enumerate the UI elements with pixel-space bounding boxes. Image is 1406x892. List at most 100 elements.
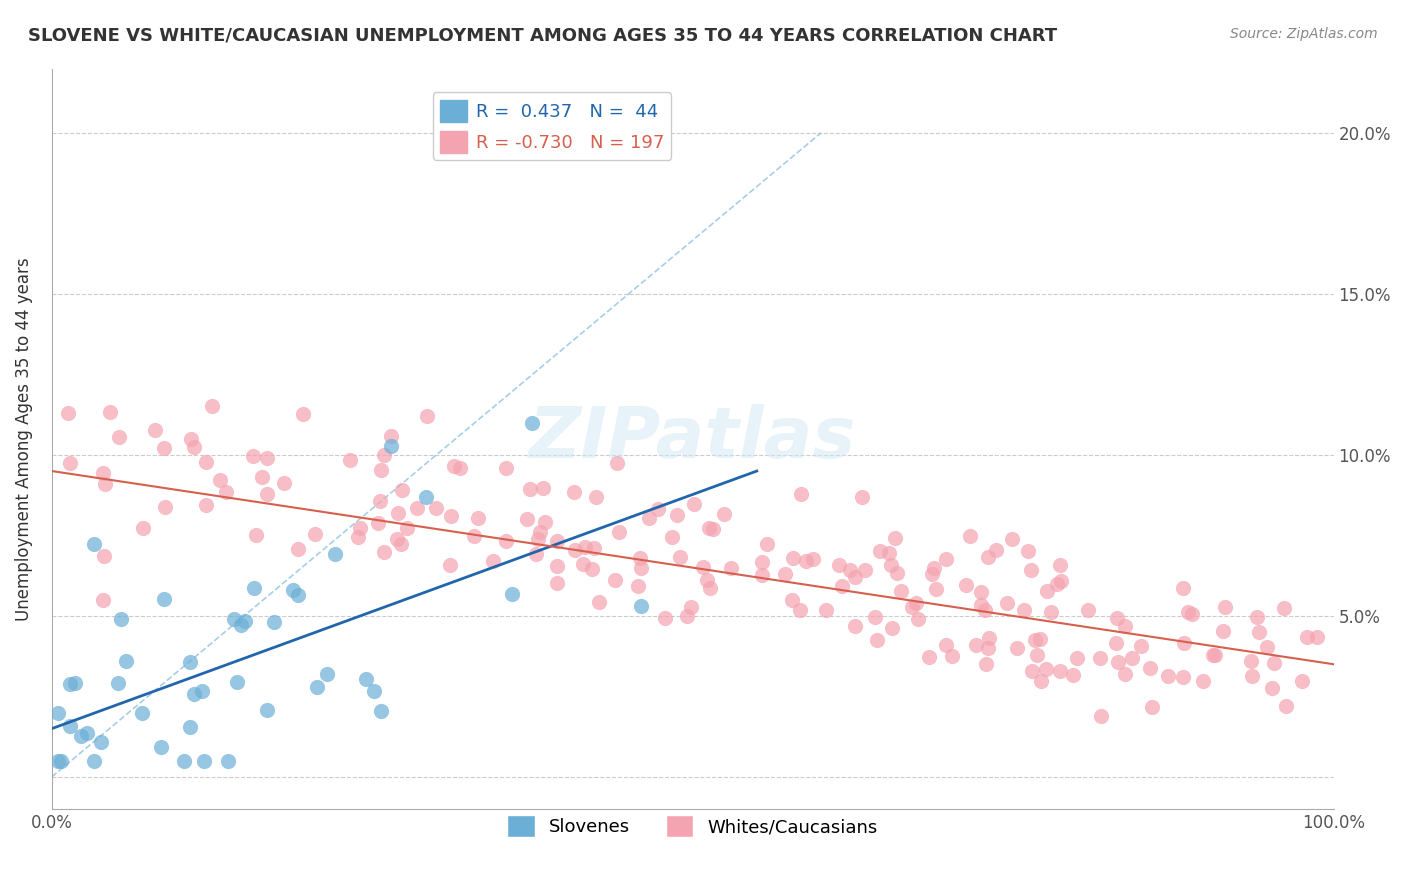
Point — [1001, 533, 1024, 547]
Point — [995, 596, 1018, 610]
Point — [1024, 633, 1046, 648]
Point — [886, 566, 908, 580]
Point — [193, 754, 215, 768]
Point — [955, 578, 977, 592]
Point — [380, 429, 402, 443]
Point — [882, 621, 904, 635]
Point — [315, 667, 337, 681]
Point — [1181, 607, 1204, 621]
Point — [863, 610, 886, 624]
Point — [1029, 632, 1052, 646]
Point — [681, 599, 703, 614]
Point — [256, 450, 278, 465]
Point — [1275, 698, 1298, 713]
Point — [827, 558, 849, 572]
Point — [782, 551, 804, 566]
Point — [256, 487, 278, 501]
Point — [225, 674, 247, 689]
Point — [844, 619, 866, 633]
Point — [200, 399, 222, 413]
Point — [699, 581, 721, 595]
Point — [844, 570, 866, 584]
Point — [572, 557, 595, 571]
Point — [1114, 667, 1136, 681]
Point — [395, 520, 418, 534]
Point — [70, 729, 93, 743]
Point — [153, 441, 176, 455]
Point — [1296, 630, 1319, 644]
Point — [1014, 602, 1036, 616]
Point — [59, 719, 82, 733]
Point — [179, 655, 201, 669]
Point — [581, 562, 603, 576]
Point — [853, 563, 876, 577]
Point — [1260, 681, 1282, 695]
Point — [924, 561, 946, 575]
Point — [546, 534, 568, 549]
Point — [233, 614, 256, 628]
Point — [585, 490, 607, 504]
Point — [307, 681, 329, 695]
Point — [194, 499, 217, 513]
Point — [191, 684, 214, 698]
Point — [93, 592, 115, 607]
Point — [756, 536, 779, 550]
Point — [180, 433, 202, 447]
Point — [516, 511, 538, 525]
Point — [630, 561, 652, 575]
Point — [696, 573, 718, 587]
Point — [263, 615, 285, 630]
Point — [222, 612, 245, 626]
Point — [977, 631, 1000, 645]
Point — [583, 541, 606, 555]
Point — [1026, 648, 1049, 663]
Point — [676, 609, 699, 624]
Legend: Slovenes, Whites/Caucasians: Slovenes, Whites/Caucasians — [501, 808, 886, 845]
Point — [751, 555, 773, 569]
Point — [439, 558, 461, 572]
Point — [370, 463, 392, 477]
Point — [519, 482, 541, 496]
Point — [1090, 709, 1112, 723]
Point — [1018, 544, 1040, 558]
Point — [531, 481, 554, 495]
Point — [977, 641, 1000, 656]
Point — [391, 483, 413, 498]
Point — [63, 675, 86, 690]
Point — [368, 494, 391, 508]
Point — [387, 506, 409, 520]
Point — [76, 725, 98, 739]
Point — [501, 587, 523, 601]
Point — [574, 540, 596, 554]
Point — [291, 407, 314, 421]
Point — [790, 486, 813, 500]
Text: ZIPatlas: ZIPatlas — [529, 404, 856, 474]
Point — [132, 521, 155, 535]
Text: SLOVENE VS WHITE/CAUCASIAN UNEMPLOYMENT AMONG AGES 35 TO 44 YEARS CORRELATION CH: SLOVENE VS WHITE/CAUCASIAN UNEMPLOYMENT … — [28, 27, 1057, 45]
Point — [287, 588, 309, 602]
Point — [443, 459, 465, 474]
Point — [1114, 619, 1136, 633]
Point — [153, 500, 176, 515]
Point — [669, 549, 692, 564]
Point — [606, 456, 628, 470]
Point — [1031, 674, 1053, 689]
Point — [1215, 599, 1237, 614]
Point — [153, 592, 176, 607]
Point — [391, 536, 413, 550]
Point — [1066, 651, 1088, 665]
Point — [243, 581, 266, 595]
Point — [98, 404, 121, 418]
Point — [356, 672, 378, 686]
Point — [242, 449, 264, 463]
Point — [720, 560, 742, 574]
Point — [1049, 558, 1071, 573]
Point — [1173, 581, 1195, 595]
Point — [150, 739, 173, 754]
Point — [467, 511, 489, 525]
Point — [83, 754, 105, 768]
Point — [114, 654, 136, 668]
Point — [1046, 577, 1069, 591]
Point — [1177, 605, 1199, 619]
Text: Source: ZipAtlas.com: Source: ZipAtlas.com — [1230, 27, 1378, 41]
